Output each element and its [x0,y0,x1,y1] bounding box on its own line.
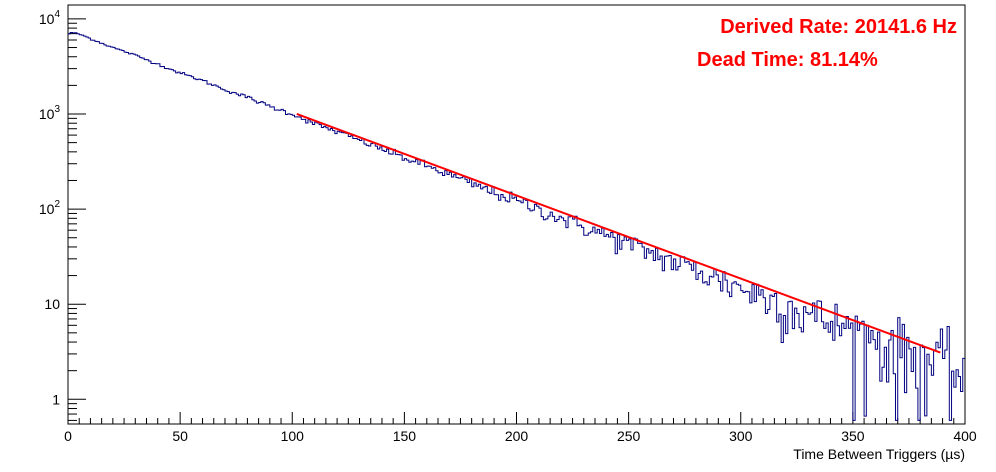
x-tick-label: 250 [617,428,641,444]
plot-frame [67,4,966,425]
derived-rate-annotation: Derived Rate: 20141.6 Hz [720,16,957,38]
x-tick-label: 150 [393,428,417,444]
y-tick-label: 103 [39,104,61,122]
x-axis: 0 50 100 150 200 250 300 350 400 [64,412,977,444]
y-tick-label: 10 [44,296,60,312]
x-tick-label: 300 [729,428,753,444]
y-tick-label: 102 [39,199,61,217]
x-tick-label: 400 [953,428,977,444]
x-tick-label: 350 [841,428,865,444]
x-tick-label: 0 [64,428,72,444]
x-tick-label: 50 [172,428,188,444]
x-tick-label: 100 [281,428,305,444]
x-axis-title: Time Between Triggers (µs) [793,446,965,462]
fit-line [296,113,941,354]
y-tick-label: 104 [39,9,61,27]
y-tick-label: 1 [52,391,60,407]
y-axis: 1 10 102 103 104 [39,9,86,421]
histogram-series [68,31,965,421]
x-tick-label: 200 [505,428,529,444]
dead-time-annotation: Dead Time: 81.14% [697,49,878,71]
